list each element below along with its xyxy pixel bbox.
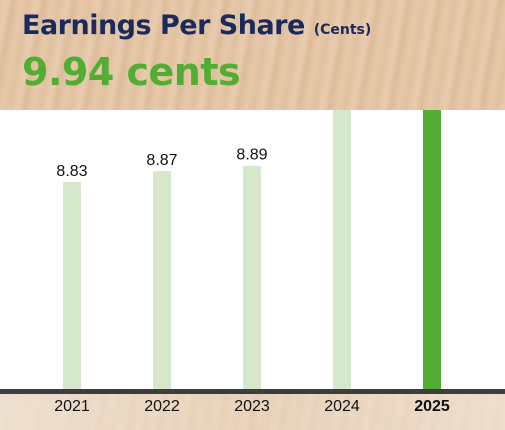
chart-title: Earnings Per Share (Cents) <box>22 10 371 41</box>
bar-2022 <box>153 171 171 389</box>
bar-2024 <box>333 110 351 390</box>
headline-value: 9.94 cents <box>22 50 241 94</box>
x-tick-label-2022: 2022 <box>144 398 180 415</box>
bar-2023 <box>243 165 261 389</box>
x-axis-line <box>0 389 505 394</box>
bar-chart: 8.838.878.899.159.94 <box>56 110 441 390</box>
data-label-2022: 8.87 <box>146 152 177 169</box>
footer-background <box>0 392 505 430</box>
data-label-2021: 8.83 <box>56 163 87 180</box>
title-unit: (Cents) <box>313 22 372 38</box>
x-tick-label-2025: 2025 <box>414 398 450 415</box>
x-tick-label-2024: 2024 <box>324 398 360 415</box>
x-tick-label-2021: 2021 <box>54 398 90 415</box>
header-background <box>0 0 505 110</box>
title-text: Earnings Per Share <box>22 10 305 41</box>
bar-2021 <box>63 181 81 389</box>
data-label-2023: 8.89 <box>236 147 267 164</box>
bar-2025 <box>423 110 441 389</box>
x-tick-label-2023: 2023 <box>234 398 270 415</box>
